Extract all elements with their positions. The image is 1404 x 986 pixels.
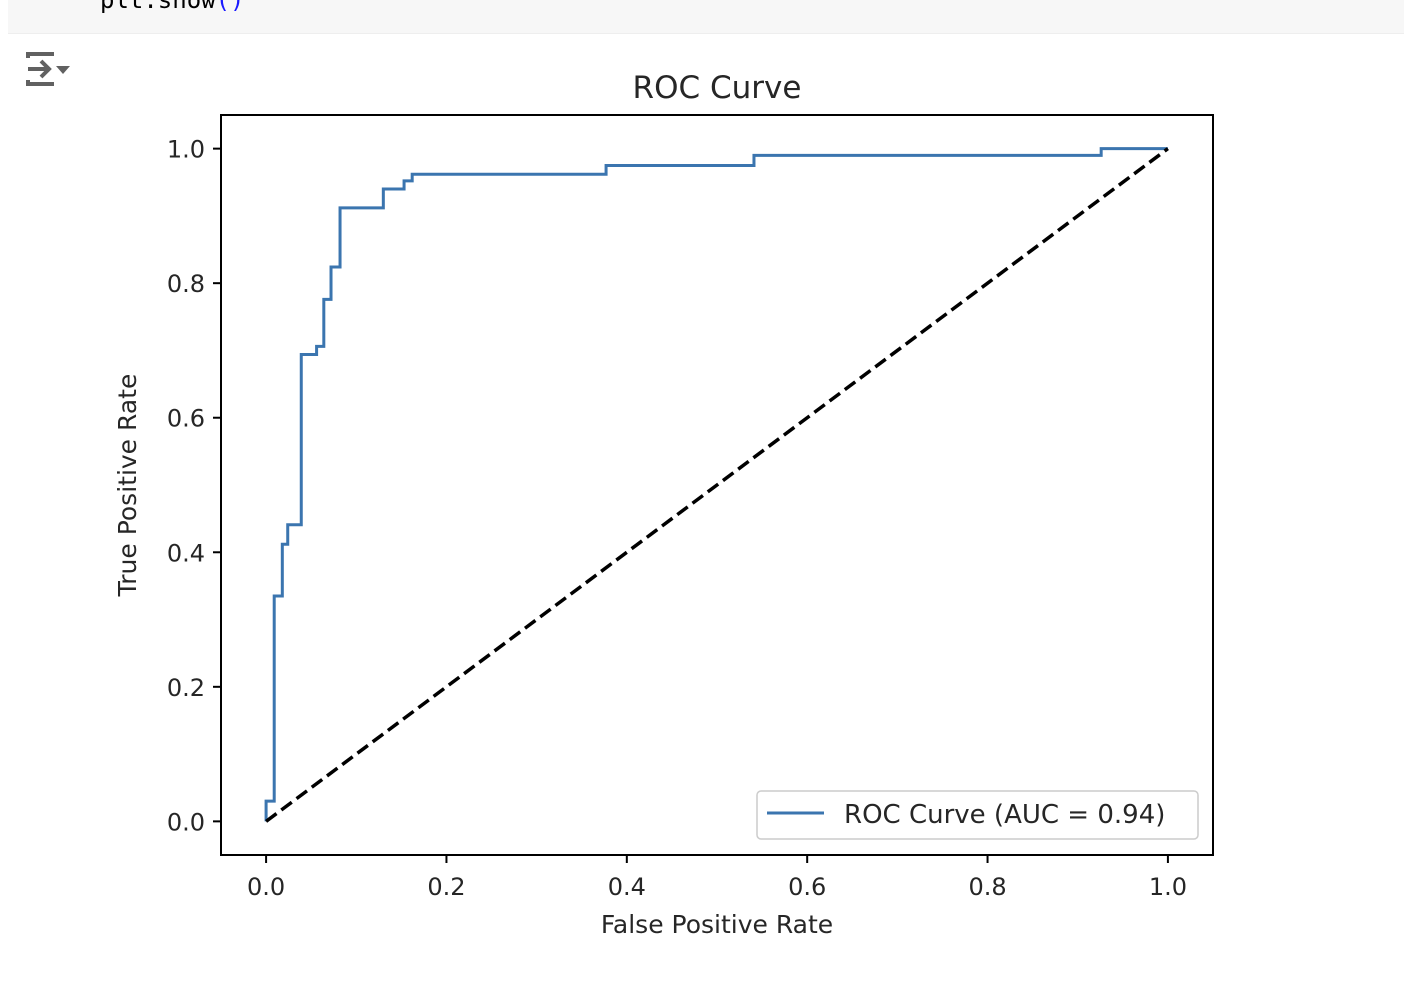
x-tick-label: 1.0: [1149, 873, 1187, 901]
code-text: plt.show: [100, 0, 216, 14]
x-tick-label: 0.8: [968, 873, 1006, 901]
y-tick-label: 0.8: [167, 270, 205, 298]
output-collapse-icon: [26, 52, 70, 86]
plot-area: [264, 147, 1169, 823]
y-tick-label: 0.0: [167, 808, 205, 836]
axes-frame: [220, 114, 1214, 856]
roc-curve-line: [264, 147, 1168, 822]
legend: ROC Curve (AUC = 0.94): [756, 790, 1199, 840]
output-collapse-button[interactable]: [24, 48, 74, 90]
x-tick-label: 0.0: [247, 873, 285, 901]
y-tick-label: 0.6: [167, 405, 205, 433]
code-cell[interactable]: plt.show(): [8, 0, 1404, 34]
ticks: 0.0 0.2 0.4 0.6 0.8 1.0 0.0 0.2 0.4 0.6 0.8 1.0: [167, 136, 1187, 901]
chart-title: ROC Curve: [633, 70, 802, 106]
code-paren: (): [215, 0, 245, 14]
x-tick-label: 0.2: [427, 873, 465, 901]
x-tick-label: 0.4: [608, 873, 646, 901]
y-tick-label: 0.2: [167, 674, 205, 702]
y-tick-label: 0.4: [167, 539, 205, 567]
x-axis-label: False Positive Rate: [601, 910, 833, 939]
random-classifier-line: [265, 147, 1169, 823]
legend-box: [756, 790, 1199, 840]
x-tick-label: 0.6: [788, 873, 826, 901]
code-line: plt.show(): [100, 0, 245, 14]
y-axis-label: True Positive Rate: [113, 374, 142, 598]
legend-label: ROC Curve (AUC = 0.94): [844, 800, 1165, 830]
y-tick-label: 1.0: [167, 136, 205, 164]
